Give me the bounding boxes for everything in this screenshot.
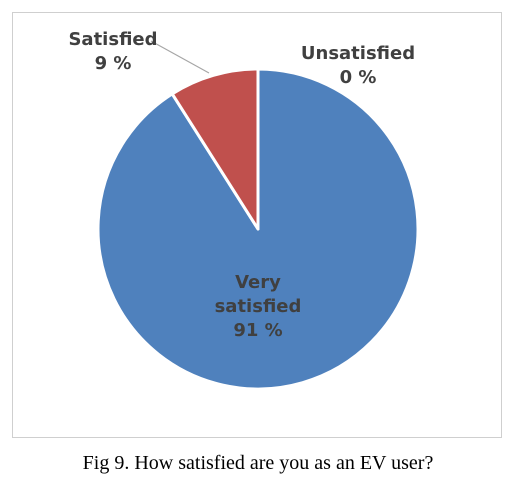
slice-label-very-satisfied: satisfied bbox=[215, 296, 302, 317]
leader-line-satisfied bbox=[150, 40, 210, 74]
slice-value-unsatisfied: 0 % bbox=[340, 67, 377, 88]
slice-value-very-satisfied: 91 % bbox=[233, 320, 282, 341]
slice-label-very-satisfied: Very bbox=[235, 272, 281, 293]
slice-label-unsatisfied: Unsatisfied bbox=[301, 43, 415, 64]
pie-slice-satisfied bbox=[170, 67, 260, 231]
slice-label-satisfied: Satisfied bbox=[68, 29, 157, 50]
figure-caption: Fig 9. How satisfied are you as an EV us… bbox=[82, 452, 434, 474]
slice-value-satisfied: 9 % bbox=[95, 53, 132, 74]
chart-frame: Very satisfied 91 % Satisfied 9 % Unsatisfied… bbox=[12, 12, 502, 438]
pie-chart: Very satisfied 91 % Satisfied 9 % Unsatisfied… bbox=[68, 29, 420, 391]
